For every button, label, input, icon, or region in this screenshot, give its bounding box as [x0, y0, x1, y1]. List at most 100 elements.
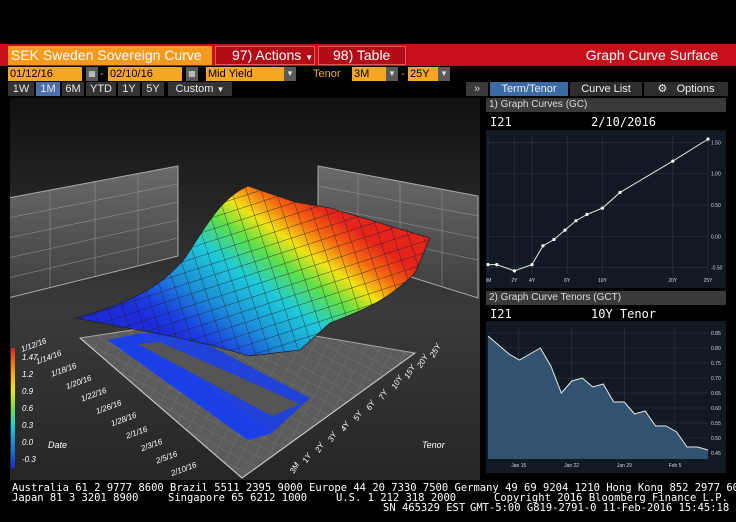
- start-date-field[interactable]: 01/12/16: [8, 67, 82, 81]
- graph-curves-date: 2/10/2016: [591, 115, 657, 129]
- tab-curve-list[interactable]: Curve List: [570, 82, 642, 96]
- graph-tenors-chart[interactable]: 0.85 0.80 0.75 0.70 0.65 0.60 0.55 0.50 0.45 Jan …: [486, 321, 726, 473]
- calendar-icon[interactable]: ▦: [86, 67, 98, 81]
- graph-curves-index: I21: [490, 115, 512, 129]
- y-tick-label: 0.65: [711, 391, 721, 397]
- x-tick-label: 2Y: [511, 278, 518, 284]
- footer-line-1: Australia 61 2 9777 8600 Brazil 5511 239…: [12, 482, 736, 494]
- y-tick-label: 0.50: [711, 436, 721, 442]
- legend-value: 0.3: [22, 421, 34, 430]
- calendar-icon[interactable]: ▦: [186, 67, 198, 81]
- function-title: Graph Curve Surface: [585, 47, 718, 63]
- y-tick-label: 1.50: [711, 140, 721, 146]
- security-title[interactable]: SEK Sweden Sovereign Curve: [8, 46, 212, 65]
- data-point: [600, 206, 604, 210]
- graph-curves-subheader: I21 2/10/2016: [486, 115, 726, 129]
- footer-singapore: Singapore 65 6212 1000: [168, 492, 308, 504]
- chevron-down-icon[interactable]: ▼: [284, 67, 296, 81]
- y-tick-label: 0.45: [711, 451, 721, 457]
- end-date-field[interactable]: 02/10/16: [108, 67, 182, 81]
- y-tick-label: 1.00: [711, 172, 721, 178]
- period-6m[interactable]: 6M: [62, 82, 84, 96]
- x-tick-label: 6Y: [564, 278, 571, 284]
- footer-japan: Japan 81 3 3201 8900: [12, 492, 139, 504]
- legend-value: 1.2: [22, 370, 34, 379]
- series-line: [487, 335, 709, 451]
- y-tick-label: 0.70: [711, 376, 721, 382]
- graph-tenors-header[interactable]: 2) Graph Curve Tenors (GCT): [486, 291, 726, 305]
- data-point: [563, 228, 567, 232]
- tab-term-tenor[interactable]: Term/Tenor: [490, 82, 568, 96]
- graph-tenors-chart-box[interactable]: 0.85 0.80 0.75 0.70 0.65 0.60 0.55 0.50 0.45 Jan …: [486, 321, 726, 473]
- tenor-tick-label: 1Y: [301, 451, 314, 465]
- data-point: [512, 269, 516, 273]
- chevron-down-icon[interactable]: ▼: [386, 67, 398, 81]
- graph-tenors-index: I21: [490, 307, 512, 321]
- y-tick-label: -0.50: [711, 266, 723, 272]
- period-ytd[interactable]: YTD: [86, 82, 116, 96]
- data-point: [671, 159, 675, 163]
- data-point: [552, 237, 556, 242]
- data-point: [618, 190, 622, 195]
- y-tick-label: 0.00: [711, 234, 721, 240]
- data-point: [585, 212, 589, 217]
- legend-value: -0.3: [22, 455, 36, 464]
- graph-curves-chart[interactable]: 1.50 1.00 0.50 0.00 -0.50 3M 2Y 4Y 6Y 10Y 20Y 25Y: [485, 130, 726, 288]
- footer-timestamp: GMT-5:00 G819-2791-0 11-Feb-2016 15:45:1…: [470, 502, 730, 514]
- y-tick-label: 0.80: [711, 346, 721, 352]
- tenor-to-select[interactable]: 25Y: [408, 67, 438, 81]
- data-point: [541, 244, 545, 248]
- tenor-axis-line: [241, 352, 416, 479]
- tenor-axis-label: Tenor: [422, 440, 446, 450]
- period-5y[interactable]: 5Y: [142, 82, 164, 96]
- y-tick-label: 0.75: [711, 361, 721, 367]
- footer-us: U.S. 1 212 318 2000: [336, 492, 457, 504]
- x-tick-label: Jan 29: [617, 463, 632, 469]
- x-tick-label: 3M: [486, 278, 491, 284]
- floor-projection-gap: [138, 342, 300, 416]
- options-label: Options: [676, 83, 715, 95]
- x-tick-label: 10Y: [598, 278, 608, 284]
- series-area: [488, 336, 708, 459]
- date-axis-label: Date: [48, 440, 67, 450]
- period-1y[interactable]: 1Y: [118, 82, 140, 96]
- actions-label: 97) Actions: [232, 47, 302, 63]
- legend-value: 1.47: [22, 353, 38, 362]
- date-axis-line: [79, 337, 243, 479]
- graph-curves-chart-box[interactable]: 1.50 1.00 0.50 0.00 -0.50 3M 2Y 4Y 6Y 10Y 20Y 25Y: [485, 130, 726, 288]
- data-point: [574, 219, 578, 223]
- tenor-from-select[interactable]: 3M: [352, 67, 390, 81]
- options-button[interactable]: ⚙ Options: [644, 82, 728, 96]
- actions-button[interactable]: 97) Actions ▼: [215, 46, 315, 65]
- period-custom-label: Custom: [175, 83, 214, 95]
- table-button[interactable]: 98) Table: [318, 46, 406, 65]
- yield-type-select[interactable]: Mid Yield: [206, 67, 286, 81]
- period-1m[interactable]: 1M: [36, 82, 60, 96]
- data-point: [706, 137, 710, 141]
- chevron-down-icon[interactable]: ▼: [438, 67, 450, 81]
- period-1w[interactable]: 1W: [8, 82, 34, 96]
- surface-chart-panel[interactable]: 1.47 1.2 0.9 0.6 0.3 0.0 -0.3 1/12/16 1/14/16 1/…: [10, 98, 480, 480]
- period-custom[interactable]: Custom ▼: [168, 82, 232, 96]
- tenor-separator: -: [401, 68, 405, 80]
- color-legend-bar: [11, 348, 15, 468]
- left-wall: [10, 165, 179, 299]
- legend-value: 0.9: [22, 387, 34, 396]
- collapse-panel-button[interactable]: »: [466, 82, 488, 96]
- caret-down-icon: ▼: [305, 53, 314, 62]
- data-point: [495, 262, 499, 267]
- data-point: [486, 262, 490, 267]
- x-tick-label: Jan 22: [564, 463, 579, 469]
- y-tick-label: 0.60: [711, 406, 721, 412]
- legend-value: 0.0: [22, 438, 34, 447]
- x-tick-label: Feb 5: [669, 463, 682, 469]
- surface-chart[interactable]: 1.471.20.90.60.30.0-0.3 1/12/161/14/161/…: [10, 98, 480, 480]
- data-point: [530, 262, 534, 267]
- tenor-label: Tenor: [313, 68, 341, 80]
- y-tick-label: 0.85: [711, 331, 721, 337]
- footer-sn: SN 465329 EST: [383, 502, 466, 514]
- y-tick-label: 0.55: [711, 421, 721, 427]
- graph-tenors-subheader: I21 10Y Tenor: [486, 307, 726, 321]
- graph-curves-header[interactable]: 1) Graph Curves (GC): [486, 98, 726, 112]
- legend-value: 0.6: [22, 404, 34, 413]
